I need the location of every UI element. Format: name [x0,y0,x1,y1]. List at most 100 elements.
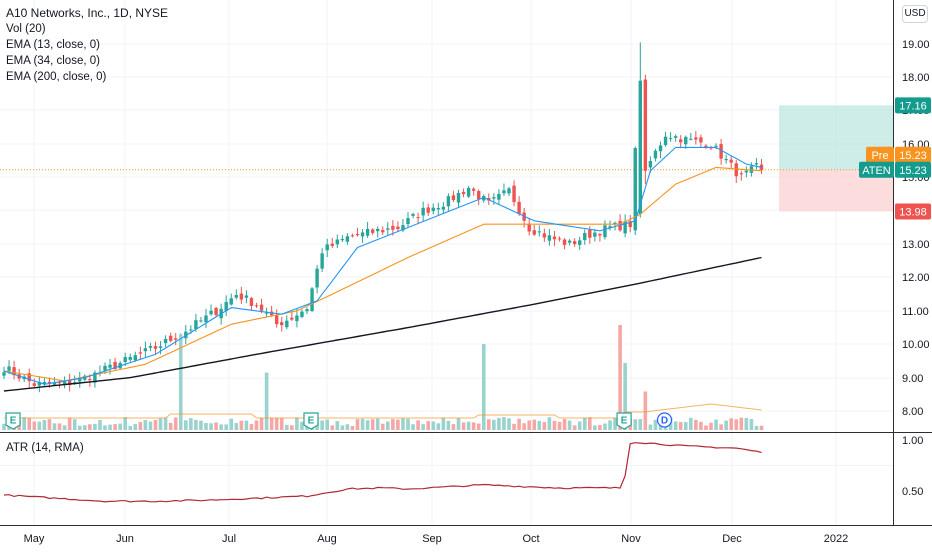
volume-bar[interactable] [431,421,436,430]
candle-body[interactable] [330,243,334,246]
candle-body[interactable] [431,207,435,212]
legend-ema-34[interactable]: EMA (34, close, 0) [6,55,100,67]
volume-bar[interactable] [456,418,461,430]
candle-body[interactable] [93,372,97,383]
candle-body[interactable] [78,377,82,382]
volume-bar[interactable] [380,423,385,430]
candle-body[interactable] [754,163,759,165]
volume-bar[interactable] [67,417,72,430]
candle-body[interactable] [234,294,238,298]
volume-bar[interactable] [532,419,537,430]
candle-body[interactable] [633,148,637,231]
candle-body[interactable] [583,232,587,241]
volume-bar[interactable] [699,421,703,430]
candle-body[interactable] [694,137,698,140]
candle-body[interactable] [739,173,743,175]
volume-bar[interactable] [739,417,744,430]
volume-bar[interactable] [103,425,107,430]
volume-bar[interactable] [340,425,345,430]
volume-bar[interactable] [163,417,168,430]
candle-body[interactable] [507,188,511,194]
candle-body[interactable] [57,382,62,384]
candle-body[interactable] [174,338,178,340]
target-price-tag[interactable]: 17.16 [895,97,931,114]
candle-body[interactable] [335,239,339,245]
volume-bar[interactable] [552,420,557,430]
volume-bar[interactable] [492,419,496,430]
volume-bar[interactable] [98,419,102,430]
candle-body[interactable] [396,226,400,230]
volume-bar[interactable] [537,420,542,430]
candle-body[interactable] [244,295,249,298]
candle-body[interactable] [411,213,415,216]
candle-body[interactable] [52,382,57,385]
volume-bar[interactable] [234,423,239,430]
volume-bar[interactable] [148,421,153,430]
candle-body[interactable] [502,190,506,194]
volume-bar[interactable] [93,423,97,430]
earnings-marker[interactable]: E [303,412,319,430]
currency-badge[interactable]: USD [902,5,928,23]
volume-bar[interactable] [749,419,754,430]
candle-body[interactable] [724,159,728,161]
volume-bar[interactable] [446,420,451,430]
candle-body[interactable] [623,221,627,234]
volume-bar[interactable] [512,423,516,430]
volume-bar[interactable] [285,424,289,430]
volume-bar[interactable] [724,420,728,430]
candle-body[interactable] [345,236,350,242]
candle-body[interactable] [290,317,294,320]
candle-body[interactable] [406,218,410,225]
candle-body[interactable] [47,381,52,384]
legend-atr[interactable]: ATR (14, RMA) [6,442,84,454]
volume-bar[interactable] [128,425,133,430]
volume-bar[interactable] [290,425,294,430]
volume-bar[interactable] [83,425,87,430]
volume-bar[interactable] [426,421,430,430]
candle-body[interactable] [229,298,233,305]
candle-body[interactable] [325,244,329,251]
volume-bar[interactable] [118,423,122,430]
earnings-marker[interactable]: E [616,412,632,430]
candle-body[interactable] [355,234,360,236]
candle-body[interactable] [684,136,688,145]
candle-body[interactable] [608,226,612,228]
volume-bar[interactable] [184,420,188,430]
earnings-marker[interactable]: E [5,412,21,430]
volume-bar[interactable] [178,334,183,431]
candle-body[interactable] [360,232,365,237]
candle-body[interactable] [239,293,244,300]
legend-symbol-title[interactable]: A10 Networks, Inc., 1D, NYSE [6,6,169,20]
candle-body[interactable] [295,315,299,322]
candle-body[interactable] [7,366,11,371]
volume-bar[interactable] [214,422,218,430]
candle-body[interactable] [350,235,355,237]
candle-body[interactable] [451,195,456,201]
volume-bar[interactable] [360,418,365,430]
last-price-tag[interactable]: ATEN 15.23 [859,161,931,178]
volume-bar[interactable] [209,423,213,430]
candle-body[interactable] [456,192,461,203]
candle-body[interactable] [264,312,269,314]
candle-body[interactable] [709,147,713,149]
volume-bar[interactable] [451,424,456,430]
volume-bar[interactable] [562,418,567,430]
candle-body[interactable] [436,208,440,210]
volume-bar[interactable] [567,420,572,430]
volume-bar[interactable] [648,424,653,430]
volume-bar[interactable] [502,417,506,430]
candle-body[interactable] [204,315,208,323]
volume-bar[interactable] [2,423,6,430]
candle-body[interactable] [477,191,481,200]
candle-body[interactable] [391,225,395,230]
volume-bar[interactable] [678,422,683,430]
legend-ema-200[interactable]: EMA (200, close, 0) [6,71,107,83]
volume-bar[interactable] [557,421,562,430]
volume-bar[interactable] [481,344,486,430]
volume-bar[interactable] [497,417,501,430]
volume-bar[interactable] [370,419,375,430]
volume-bar[interactable] [709,422,713,430]
candle-body[interactable] [527,223,531,232]
candle-body[interactable] [532,230,536,235]
